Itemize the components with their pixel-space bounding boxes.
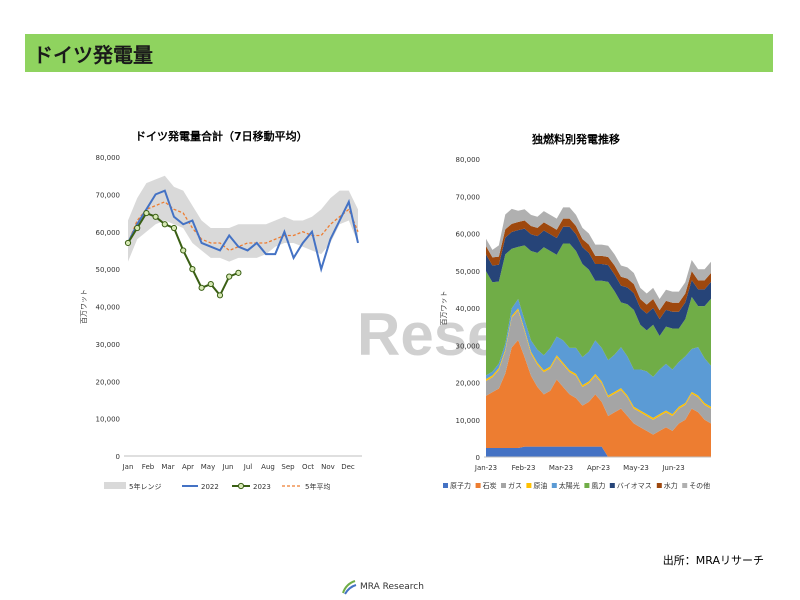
legend-swatch-1: [475, 483, 481, 488]
x-tick-label: Oct: [302, 463, 314, 471]
legend-swatch-3: [526, 483, 532, 488]
legend-label: 原子力: [450, 481, 471, 490]
series-2023-point: [207, 280, 214, 288]
y-tick-label: 0: [116, 453, 120, 461]
right-chart-title: 独燃料別発電推移: [532, 133, 620, 146]
y-tick-label: 60,000: [96, 229, 121, 237]
x-tick-label: Jun-23: [661, 464, 684, 472]
y-axis-label: 百万ワット: [440, 291, 448, 326]
series-area-6: [486, 226, 711, 336]
y-tick-label: 0: [476, 454, 480, 462]
series-2023-point: [152, 213, 159, 220]
x-tick-label: May: [201, 463, 215, 471]
y-tick-label: 80,000: [96, 154, 121, 162]
x-tick-label: Mar-23: [549, 464, 573, 472]
series-5yr-range-area: [128, 175, 358, 262]
logo-icon: [342, 580, 357, 595]
series-2023-point: [216, 292, 224, 299]
x-tick-label: Feb-23: [512, 464, 536, 472]
legend-swatch-6: [609, 483, 615, 488]
source-note: 出所：MRAリサーチ: [662, 554, 764, 567]
legend-label: ガス: [508, 481, 522, 490]
legend-swatch-0: [443, 483, 448, 488]
legend-swatch-8: [682, 483, 688, 488]
y-tick-label: 40,000: [456, 305, 481, 313]
y-tick-label: 20,000: [96, 378, 121, 386]
series-area-0: [486, 446, 711, 457]
x-tick-label: Apr: [182, 463, 194, 471]
series-2023-point: [170, 224, 178, 232]
legend-label: 石炭: [483, 482, 497, 490]
legend-label: 太陽光: [559, 481, 580, 490]
y-tick-label: 40,000: [96, 304, 121, 312]
company-logo: MRA Research: [340, 578, 460, 596]
logo-text: MRA Research: [360, 582, 424, 592]
x-tick-label: Feb: [142, 463, 155, 471]
x-tick-label: Jun: [222, 463, 234, 471]
legend-label: 水力: [664, 481, 678, 490]
y-axis-label: 百万ワット: [80, 289, 88, 324]
y-tick-label: 50,000: [96, 266, 121, 274]
legend-swatch-2: [501, 483, 506, 488]
series-area-8: [486, 207, 711, 311]
x-tick-label: May-23: [623, 464, 649, 472]
legend-label: 5年平均: [305, 482, 330, 491]
legend-swatch-7: [656, 483, 662, 488]
series-2023-point: [143, 209, 150, 217]
series-area-7: [486, 218, 711, 320]
y-tick-label: 30,000: [456, 342, 481, 350]
x-tick-label: Aug: [261, 463, 275, 471]
x-tick-label: Apr-23: [587, 464, 610, 472]
series-2023-point: [161, 221, 168, 228]
series-2022-line: [127, 189, 359, 273]
series-2023-point: [198, 284, 205, 291]
x-tick-label: Jul: [243, 463, 253, 471]
series-2023-point: [226, 273, 233, 280]
y-tick-label: 70,000: [456, 193, 481, 201]
series-2023-point: [180, 247, 187, 254]
series-2023-point: [134, 224, 141, 232]
series-area-5: [486, 243, 711, 377]
legend-swatch-5: [584, 483, 590, 488]
series-5yr-average-line: [127, 201, 359, 252]
x-tick-label: Nov: [321, 463, 335, 471]
legend-marker-2023: [237, 482, 245, 490]
legend-label: 5年レンジ: [129, 482, 161, 491]
y-tick-label: 70,000: [96, 191, 121, 199]
y-tick-label: 10,000: [456, 417, 481, 425]
y-tick-label: 30,000: [96, 341, 121, 349]
legend-label: 風力: [591, 481, 605, 490]
legend-swatch-5yr-range: [104, 482, 126, 489]
x-tick-label: Dec: [341, 463, 355, 471]
y-tick-label: 20,000: [456, 380, 481, 388]
x-tick-label: Sep: [281, 463, 295, 471]
legend-swatch-4: [551, 483, 557, 488]
series-2023-point: [124, 239, 132, 247]
series-area-2: [486, 310, 711, 435]
y-tick-label: 80,000: [456, 156, 481, 164]
series-2023-point: [189, 266, 196, 273]
legend-label: 2023: [253, 483, 271, 491]
legend-label: その他: [689, 481, 710, 490]
legend-label: バイオマス: [617, 482, 652, 490]
slide-title: ドイツ発電量: [33, 43, 153, 67]
x-tick-label: Jan-23: [474, 464, 497, 472]
y-tick-label: 50,000: [456, 268, 481, 276]
x-tick-label: Jan: [122, 463, 134, 471]
watermark-text: Rese: [357, 301, 501, 368]
series-2023-point: [235, 269, 242, 276]
x-tick-label: Mar: [161, 463, 174, 471]
legend-label: 2022: [201, 483, 219, 491]
y-tick-label: 10,000: [96, 416, 121, 424]
left-chart-title: ドイツ発電量合計（7日移動平均）: [135, 130, 308, 143]
y-tick-label: 60,000: [456, 231, 481, 239]
slide-header: ドイツ発電量: [25, 34, 773, 72]
series-area-4: [486, 299, 711, 418]
series-area-1: [486, 340, 711, 457]
legend-label: 原油: [533, 481, 547, 490]
